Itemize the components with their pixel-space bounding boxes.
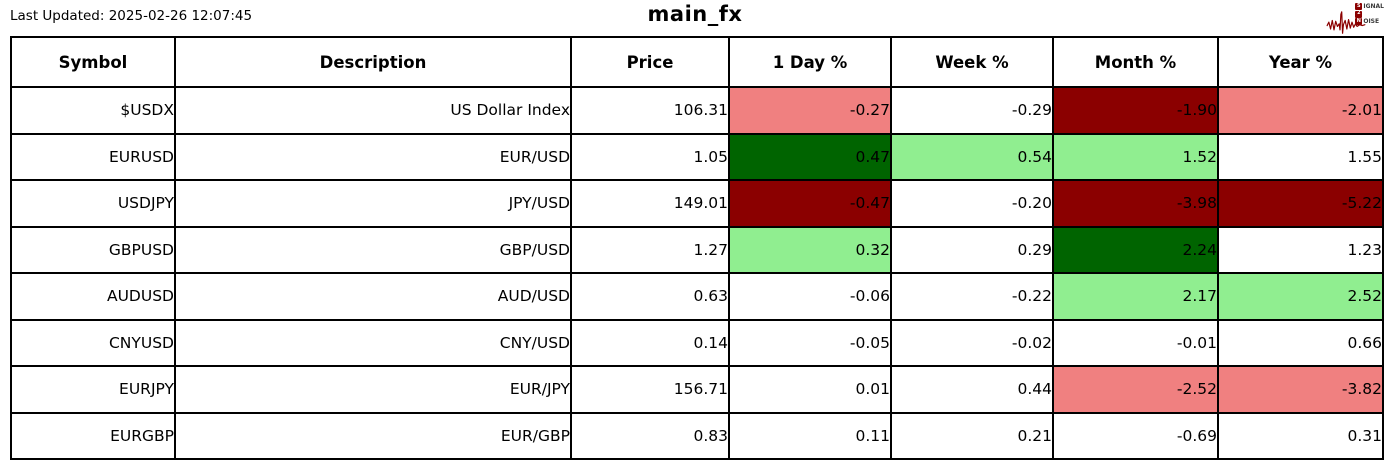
fx-table-header: Symbol Description Price 1 Day % Week % … xyxy=(10,36,1384,88)
pct-cell-month: -0.69 xyxy=(1052,411,1219,460)
table-row: EURGBP EUR/GBP 0.83 0.11 0.21 -0.69 0.31 xyxy=(10,411,1384,460)
pct-cell-month: 1.52 xyxy=(1052,132,1219,181)
symbol-cell: EURUSD xyxy=(10,132,176,181)
pct-cell-year: 1.55 xyxy=(1217,132,1384,181)
price-cell: 1.05 xyxy=(570,132,730,181)
pct-cell-week: 0.29 xyxy=(890,225,1054,274)
description-cell: EUR/JPY xyxy=(174,365,572,414)
description-cell: GBP/USD xyxy=(174,225,572,274)
description-cell: CNY/USD xyxy=(174,318,572,367)
table-row: GBPUSD GBP/USD 1.27 0.32 0.29 2.24 1.23 xyxy=(10,225,1384,274)
pct-cell-1day: 0.11 xyxy=(728,411,892,460)
last-updated-text: Last Updated: 2025-02-26 12:07:45 xyxy=(10,8,253,24)
pct-cell-week: -0.22 xyxy=(890,272,1054,321)
logo-letter-box-n: N xyxy=(1355,17,1363,25)
pct-cell-year: 1.23 xyxy=(1217,225,1384,274)
price-cell: 0.83 xyxy=(570,411,730,460)
pct-cell-year: 2.52 xyxy=(1217,272,1384,321)
header-week-pct: Week % xyxy=(890,36,1054,88)
price-cell: 1.27 xyxy=(570,225,730,274)
logo-word-noise: OISE xyxy=(1363,17,1380,25)
header-month-pct: Month % xyxy=(1052,36,1219,88)
header-1day-pct: 1 Day % xyxy=(728,36,892,88)
symbol-cell: AUDUSD xyxy=(10,272,176,321)
symbol-cell: USDJPY xyxy=(10,179,176,228)
pct-cell-month: -1.90 xyxy=(1052,86,1219,135)
table-row: EURUSD EUR/USD 1.05 0.47 0.54 1.52 1.55 xyxy=(10,132,1384,181)
pct-cell-week: 0.44 xyxy=(890,365,1054,414)
price-cell: 106.31 xyxy=(570,86,730,135)
price-cell: 149.01 xyxy=(570,179,730,228)
pct-cell-week: 0.21 xyxy=(890,411,1054,460)
symbol-cell: EURJPY xyxy=(10,365,176,414)
price-cell: 0.14 xyxy=(570,318,730,367)
header-year-pct: Year % xyxy=(1217,36,1384,88)
pct-cell-week: -0.20 xyxy=(890,179,1054,228)
header-description: Description xyxy=(174,36,572,88)
table-row: CNYUSD CNY/USD 0.14 -0.05 -0.02 -0.01 0.66 xyxy=(10,318,1384,367)
pct-cell-1day: -0.27 xyxy=(728,86,892,135)
pct-cell-week: -0.02 xyxy=(890,318,1054,367)
pct-cell-year: -3.82 xyxy=(1217,365,1384,414)
fx-table-body: $USDX US Dollar Index 106.31 -0.27 -0.29 -1.9… xyxy=(10,86,1384,460)
signal2noise-logo: S IGNAL 2 N OISE xyxy=(1326,2,1384,38)
pct-cell-month: -3.98 xyxy=(1052,179,1219,228)
pct-cell-month: -0.01 xyxy=(1052,318,1219,367)
pct-cell-month: 2.17 xyxy=(1052,272,1219,321)
pct-cell-1day: -0.47 xyxy=(728,179,892,228)
pct-cell-year: 0.31 xyxy=(1217,411,1384,460)
page-title: main_fx xyxy=(647,2,743,26)
pct-cell-month: -2.52 xyxy=(1052,365,1219,414)
pct-cell-year: 0.66 xyxy=(1217,318,1384,367)
pct-cell-year: -5.22 xyxy=(1217,179,1384,228)
table-row: USDJPY JPY/USD 149.01 -0.47 -0.20 -3.98 -5.22 xyxy=(10,179,1384,228)
table-row: $USDX US Dollar Index 106.31 -0.27 -0.29 -1.9… xyxy=(10,86,1384,135)
logo-text: S IGNAL 2 N OISE xyxy=(1355,3,1384,25)
description-cell: US Dollar Index xyxy=(174,86,572,135)
pct-cell-month: 2.24 xyxy=(1052,225,1219,274)
header-price: Price xyxy=(570,36,730,88)
description-cell: EUR/GBP xyxy=(174,411,572,460)
pct-cell-1day: 0.47 xyxy=(728,132,892,181)
pct-cell-1day: -0.05 xyxy=(728,318,892,367)
description-cell: AUD/USD xyxy=(174,272,572,321)
symbol-cell: $USDX xyxy=(10,86,176,135)
logo-word-signal: IGNAL xyxy=(1363,3,1384,10)
table-row: AUDUSD AUD/USD 0.63 -0.06 -0.22 2.17 2.52 xyxy=(10,272,1384,321)
price-cell: 156.71 xyxy=(570,365,730,414)
symbol-cell: CNYUSD xyxy=(10,318,176,367)
description-cell: JPY/USD xyxy=(174,179,572,228)
symbol-cell: GBPUSD xyxy=(10,225,176,274)
price-cell: 0.63 xyxy=(570,272,730,321)
pct-cell-year: -2.01 xyxy=(1217,86,1384,135)
fx-table: Symbol Description Price 1 Day % Week % … xyxy=(10,36,1384,460)
logo-letter-box-s: S xyxy=(1355,3,1363,11)
pct-cell-1day: 0.32 xyxy=(728,225,892,274)
pct-cell-1day: 0.01 xyxy=(728,365,892,414)
logo-letter-box-2: 2 xyxy=(1355,10,1363,18)
header-symbol: Symbol xyxy=(10,36,176,88)
symbol-cell: EURGBP xyxy=(10,411,176,460)
description-cell: EUR/USD xyxy=(174,132,572,181)
pct-cell-1day: -0.06 xyxy=(728,272,892,321)
pct-cell-week: -0.29 xyxy=(890,86,1054,135)
table-row: EURJPY EUR/JPY 156.71 0.01 0.44 -2.52 -3.82 xyxy=(10,365,1384,414)
pct-cell-week: 0.54 xyxy=(890,132,1054,181)
